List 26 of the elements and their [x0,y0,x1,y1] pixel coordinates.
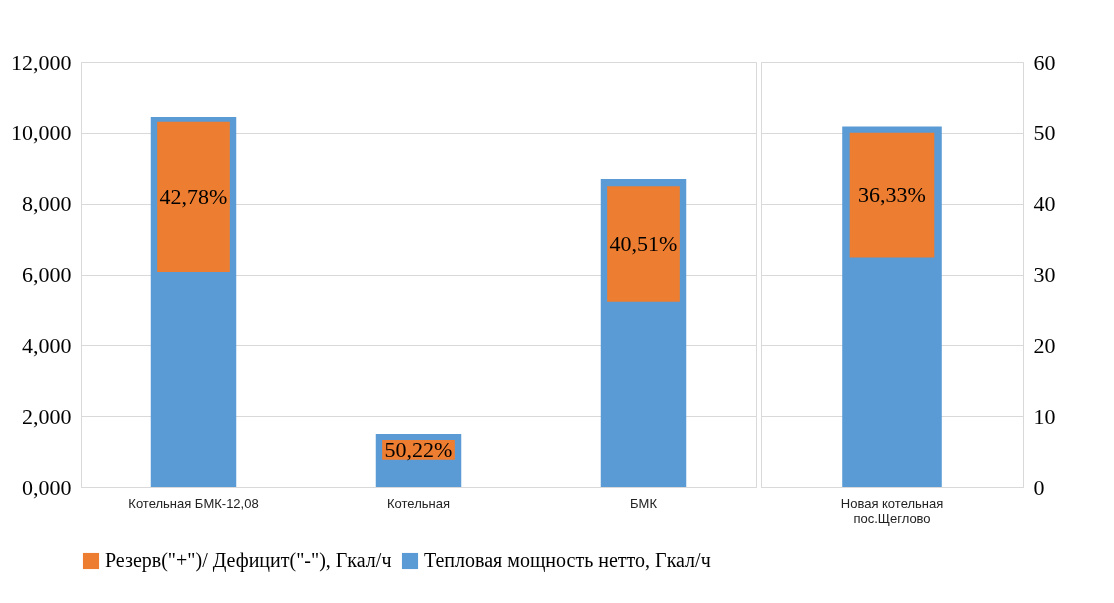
bar [157,121,230,273]
annotation: 50,22% [384,436,453,462]
x-tick-label: Котельная [387,495,450,511]
y2-tick-label: 60 [1033,49,1056,75]
x-tick-label: БМК [630,495,658,511]
x-tick-label: Котельная БМК-12,08 [128,495,259,511]
bar [607,186,680,302]
annotation: 36,33% [858,182,926,208]
y-tick-label: 0,000 [22,474,72,500]
y2-tick-label: 20 [1033,332,1056,358]
y2-tick-label: 40 [1033,191,1056,217]
y-tick-label: 6,000 [22,262,72,287]
x-tick-label: Новая котельная пос.Щеглово [840,495,944,526]
y2-tick-label: 50 [1033,120,1056,146]
y-tick-label: 12,000 [11,49,72,75]
y2-tick-label: 0 [1033,474,1045,500]
y2-tick-label: 30 [1033,262,1056,287]
y-tick-label: 10,000 [11,120,72,146]
y2-tick-label: 10 [1033,403,1056,429]
annotation: 40,51% [609,231,678,257]
annotation: 42,78% [159,183,228,209]
y-tick-label: 2,000 [22,403,72,429]
y-tick-label: 4,000 [22,332,72,358]
y-tick-label: 8,000 [22,191,72,217]
legend-label: Резерв("+")/ Дефицит("-"), Гкал/ч [105,549,392,572]
legend-label: Тепловая мощность нетто, Гкал/ч [424,549,711,572]
